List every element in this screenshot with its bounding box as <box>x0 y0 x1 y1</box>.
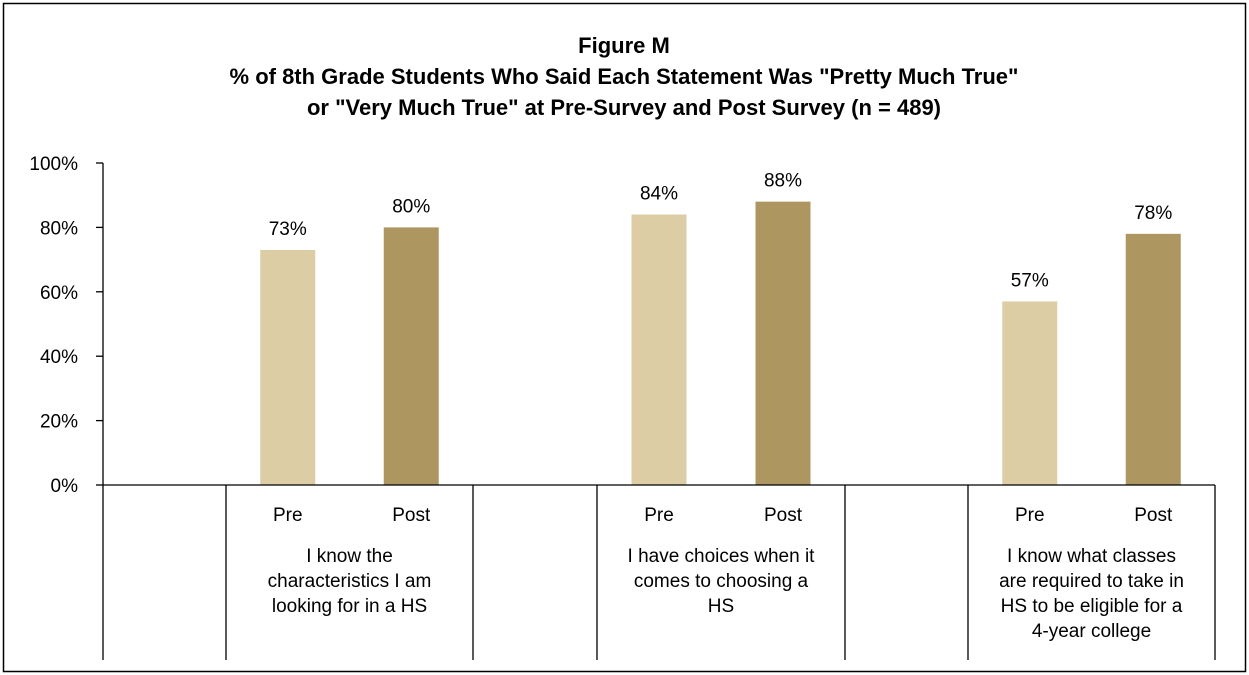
bar-series-label: Post <box>764 505 803 526</box>
bar-post <box>383 227 439 485</box>
bar-pre <box>1002 301 1058 485</box>
bar-value-label: 80% <box>392 196 430 217</box>
bar-value-label: 78% <box>1134 203 1172 224</box>
y-tick-label: 100% <box>29 154 78 175</box>
bar-post <box>1125 233 1181 485</box>
category-label: 4-year college <box>1032 621 1151 642</box>
chart-title-line: or "Very Much True" at Pre-Survey and Po… <box>307 95 941 120</box>
y-axis: 0% 20% 40% 60% 80% 100% <box>29 154 104 497</box>
bar-value-label: 88% <box>764 171 802 192</box>
bar-series-label: Pre <box>273 505 303 526</box>
category-label: I have choices when it <box>628 546 816 567</box>
category-label: looking for in a HS <box>272 596 427 617</box>
chart-title-line: % of 8th Grade Students Who Said Each St… <box>230 64 1019 89</box>
category-label: HS to be eligible for a <box>1001 596 1183 617</box>
category-label: are required to take in <box>999 571 1184 592</box>
category-label: comes to choosing a <box>634 571 809 592</box>
y-tick-label: 60% <box>40 283 78 304</box>
bar-post <box>755 201 811 485</box>
category-label: characteristics I am <box>268 571 432 592</box>
category-label: I know the <box>306 546 393 567</box>
category-label: HS <box>708 596 734 617</box>
bars: 73% 80% 84% 88% 57% 78% <box>260 171 1181 485</box>
y-tick-label: 80% <box>40 218 78 239</box>
y-tick-label: 20% <box>40 412 78 433</box>
bar-value-label: 57% <box>1011 270 1049 291</box>
bar-series-label: Post <box>392 505 431 526</box>
bar-series-label: Pre <box>644 505 674 526</box>
bar-series-label: Pre <box>1015 505 1045 526</box>
bar-value-label: 73% <box>269 219 307 240</box>
y-tick-label: 40% <box>40 347 78 368</box>
category-axis: Pre Post I know the characteristics I am loo… <box>102 484 1216 660</box>
bar-series-label: Post <box>1134 505 1173 526</box>
bar-pre <box>631 214 687 485</box>
bar-value-label: 84% <box>640 184 678 205</box>
bar-pre <box>260 249 316 485</box>
chart-title: Figure M % of 8th Grade Students Who Said… <box>230 33 1019 120</box>
chart-title-line: Figure M <box>578 33 670 58</box>
y-tick-label: 0% <box>51 476 79 497</box>
category-label: I know what classes <box>1007 546 1176 567</box>
